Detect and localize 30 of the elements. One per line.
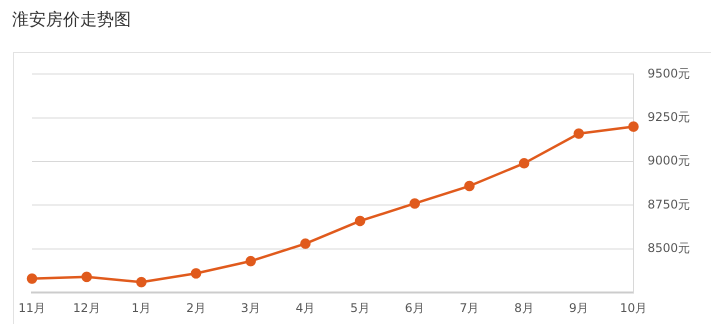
x-tick-label: 12月 (73, 300, 100, 315)
point (136, 276, 147, 288)
x-tick-label: 4月 (296, 300, 316, 315)
point (245, 256, 256, 266)
point (190, 268, 202, 279)
x-tick-label: 9月 (568, 300, 589, 315)
y-tick-label: 8750元 (647, 197, 690, 212)
y-tick-label: 9500元 (647, 66, 690, 80)
point (628, 121, 639, 132)
x-tick-label: 8月 (514, 300, 534, 315)
point (464, 180, 475, 192)
x-tick-label: 10月 (620, 300, 648, 315)
x-tick-label: 3月 (240, 300, 261, 315)
point (354, 216, 366, 226)
x-tick-label: 6月 (404, 300, 425, 315)
y-tick-label: 8500元 (647, 241, 690, 256)
x-tick-label: 1月 (132, 300, 152, 315)
x-tick-label: 2月 (186, 300, 206, 315)
point (26, 273, 38, 284)
x-tick-label: 7月 (460, 300, 480, 315)
point (518, 158, 530, 169)
chart-title: 淮安房价走势图 (12, 9, 131, 31)
x-tick-label: 5月 (350, 300, 370, 315)
point (81, 272, 92, 282)
point (300, 238, 311, 249)
point (410, 198, 420, 209)
y-tick-label: 9000元 (647, 154, 690, 168)
x-tick-label: 11月 (18, 300, 46, 315)
point (574, 128, 584, 139)
y-tick-label: 9250元 (647, 110, 690, 124)
